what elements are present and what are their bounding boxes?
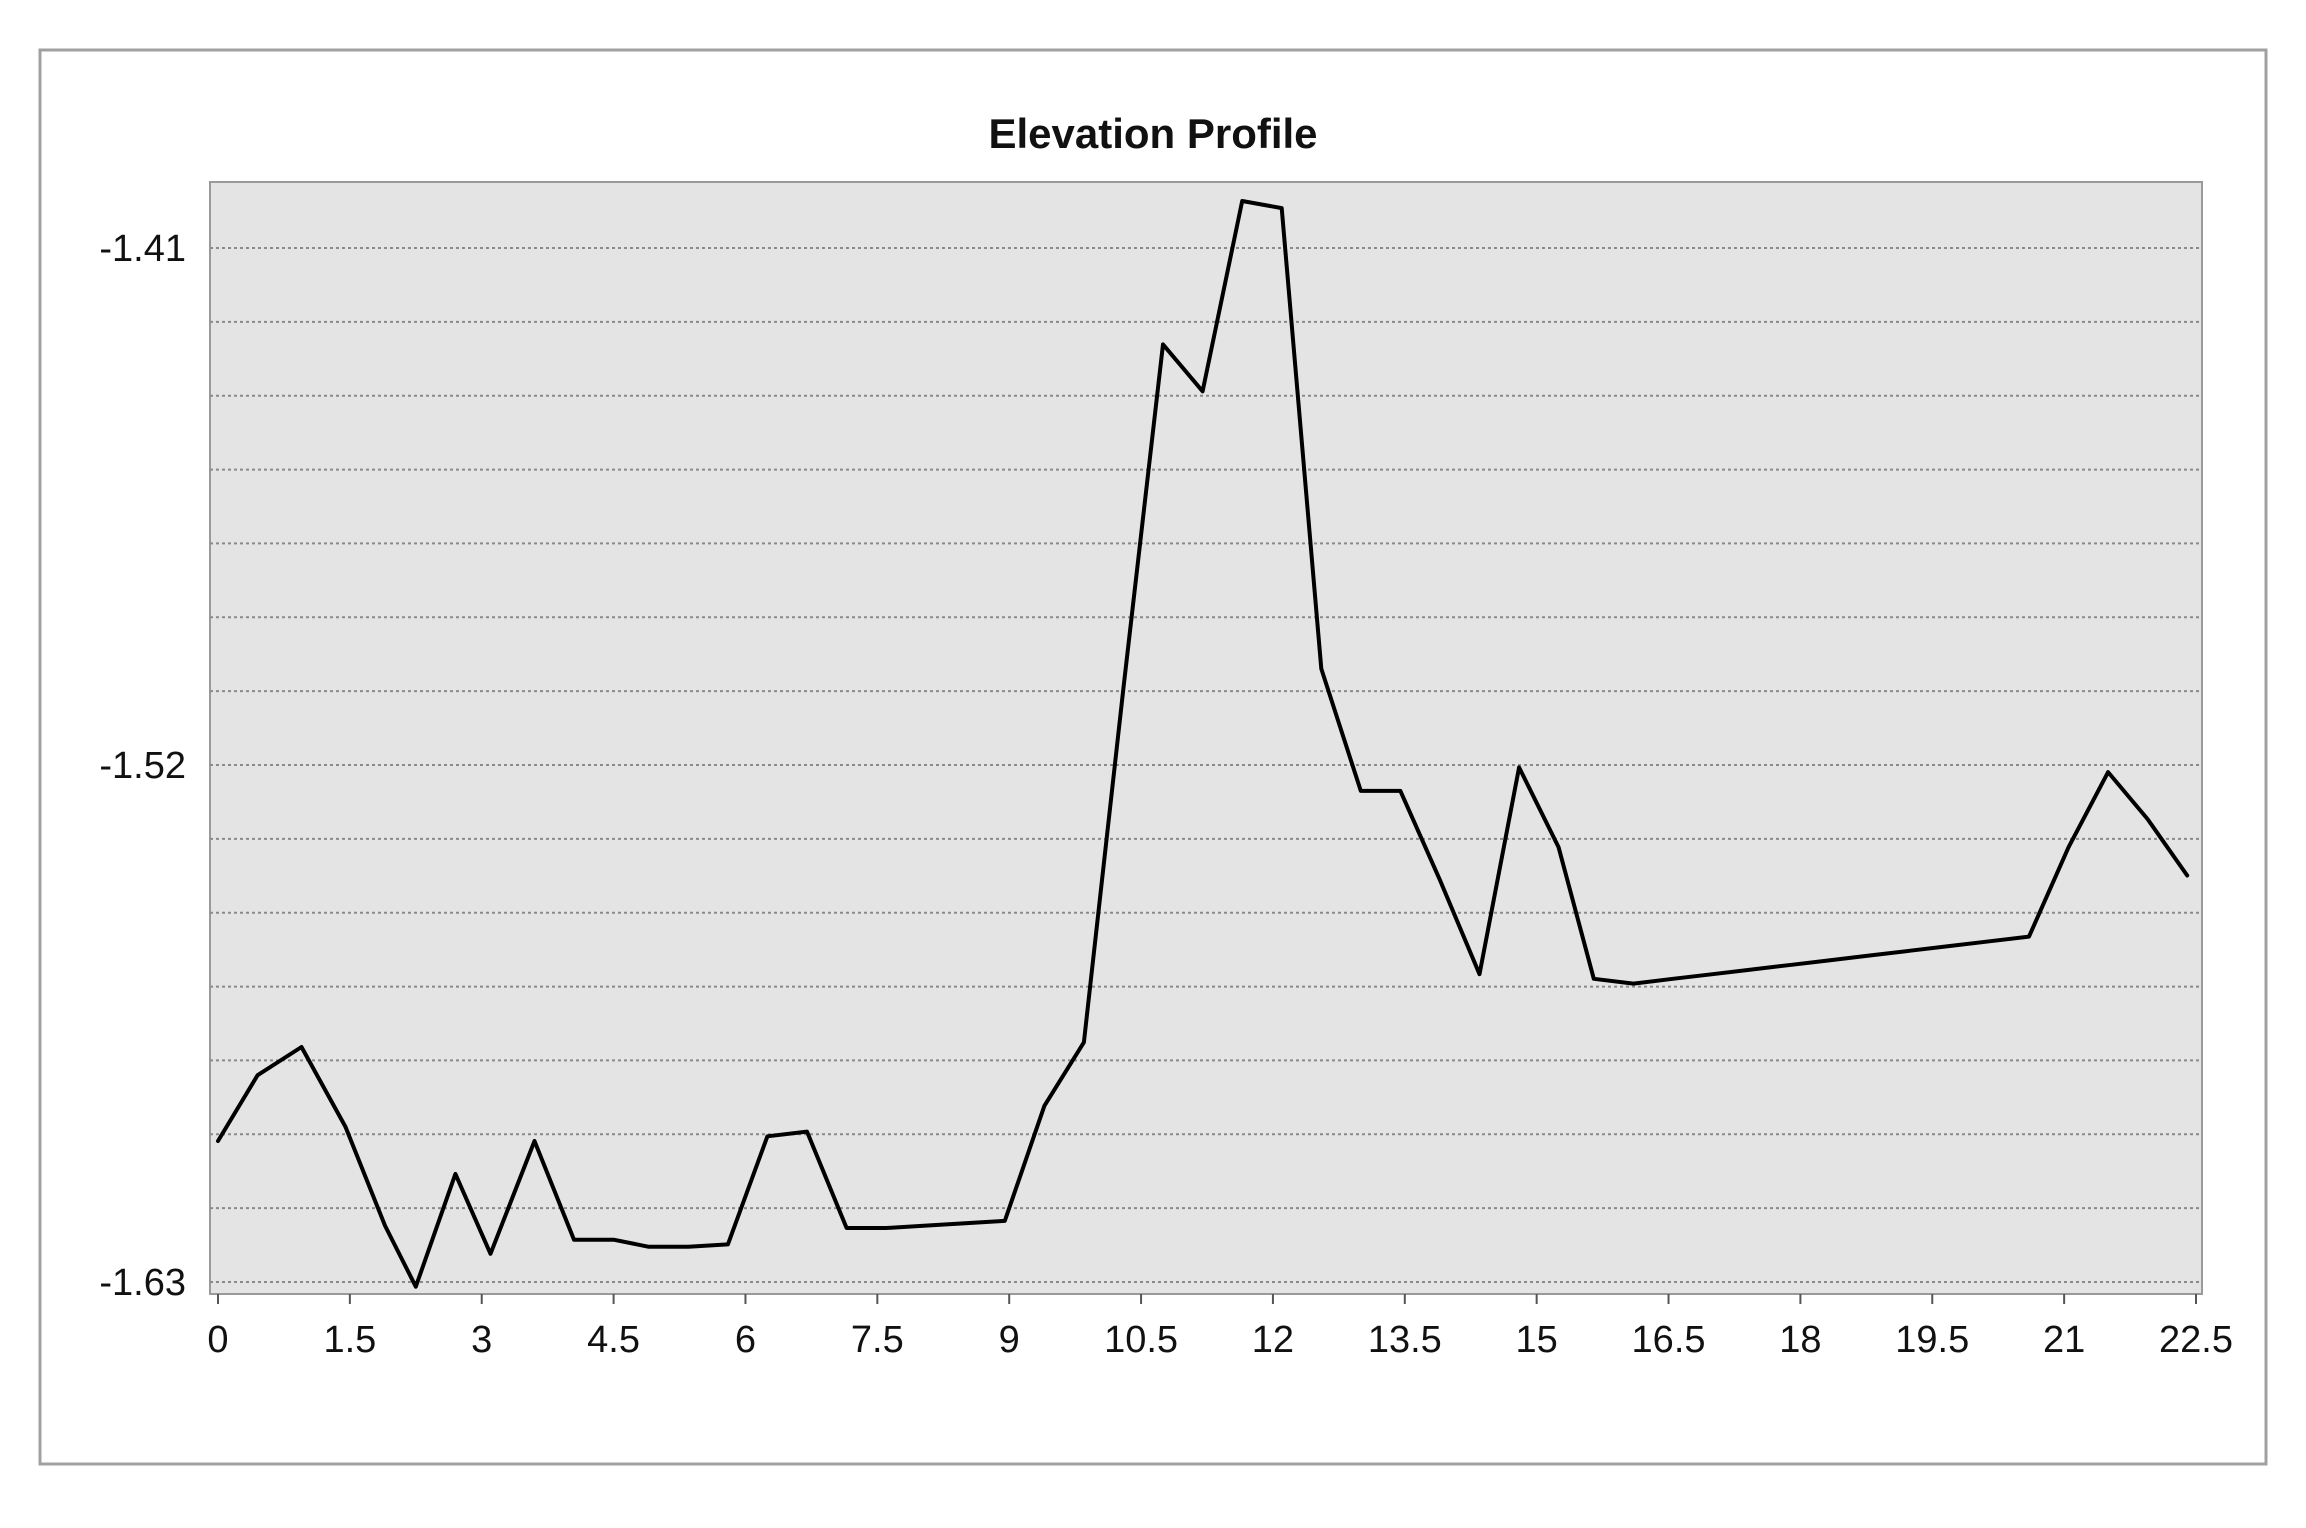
series-layer (216, 199, 2190, 1289)
x-tick-label: 1.5 (323, 1319, 376, 1361)
x-tick-label: 19.5 (1895, 1319, 1969, 1361)
x-tick-label: 6 (735, 1319, 756, 1361)
x-tick-label: 10.5 (1104, 1319, 1178, 1361)
x-tick-label: 4.5 (587, 1319, 640, 1361)
plot-area (209, 181, 2203, 1295)
axis-ticks: -1.41 -1.52 -1.63 0 1.5 3 4.5 6 7.5 9 10.5 12 13.5 15… (99, 228, 2233, 1361)
y-tick-label: -1.41 (99, 228, 186, 270)
x-tick-label: 18 (1779, 1319, 1821, 1361)
x-tick-label: 7.5 (851, 1319, 904, 1361)
y-tick-label: -1.52 (99, 745, 186, 787)
x-tick-label: 15 (1516, 1319, 1558, 1361)
x-tick-label: 16.5 (1632, 1319, 1706, 1361)
x-tick-label: 0 (207, 1319, 228, 1361)
y-tick-label: -1.63 (99, 1262, 186, 1304)
x-tick-label: 13.5 (1368, 1319, 1442, 1361)
x-tick-label: 22.5 (2159, 1319, 2233, 1361)
x-tick-label: 21 (2043, 1319, 2085, 1361)
x-tick-label: 9 (999, 1319, 1020, 1361)
grid-lines (210, 247, 2202, 1283)
x-tick-label: 12 (1252, 1319, 1294, 1361)
x-tick-label: 3 (471, 1319, 492, 1361)
chart-title: Elevation Profile (988, 110, 1317, 157)
